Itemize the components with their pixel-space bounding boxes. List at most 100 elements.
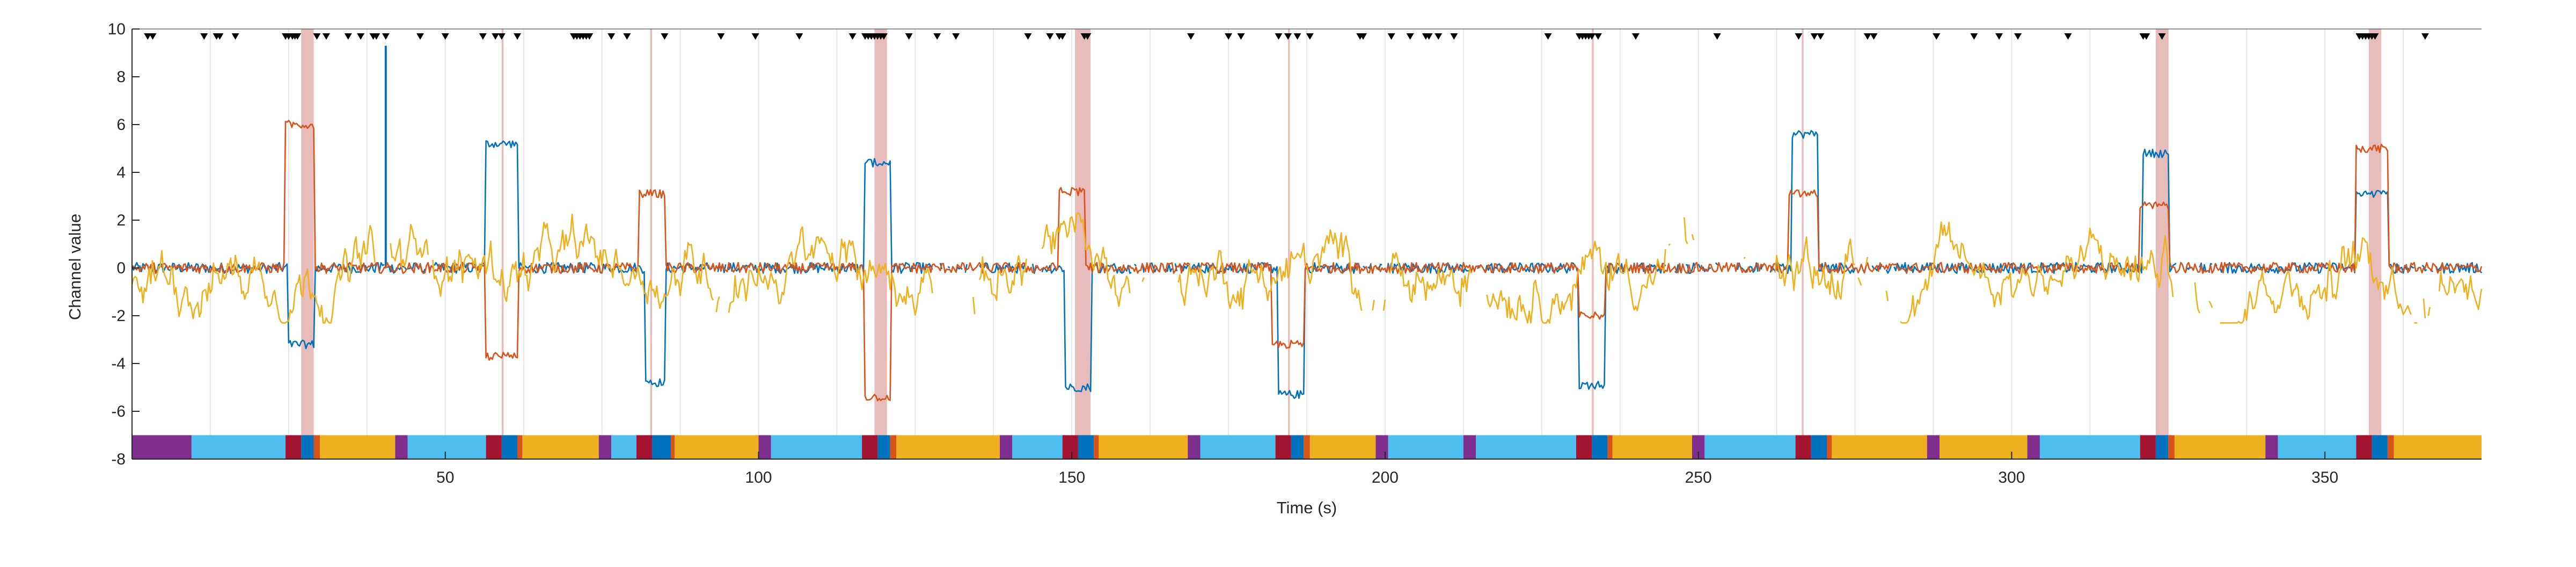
event-marker <box>1024 33 1032 40</box>
x-tick-label: 250 <box>1685 469 1712 486</box>
event-marker <box>1544 33 1552 40</box>
state-segment <box>1388 435 1463 459</box>
state-segment <box>1692 435 1705 459</box>
state-segment <box>877 435 890 459</box>
event-marker <box>1435 33 1443 40</box>
state-segment <box>2168 435 2175 459</box>
state-segment <box>522 435 599 459</box>
x-tick-label: 300 <box>1998 469 2025 486</box>
y-tick-label: 2 <box>116 212 126 229</box>
state-segment <box>1094 435 1099 459</box>
state-segment <box>132 435 192 459</box>
y-tick-label: -6 <box>111 403 126 420</box>
event-marker <box>1084 33 1092 40</box>
state-segment <box>395 435 408 459</box>
event-marker <box>795 33 803 40</box>
state-segment <box>2394 435 2482 459</box>
state-segment <box>2372 435 2388 459</box>
event-marker <box>1817 33 1825 40</box>
event-marker <box>2064 33 2072 40</box>
state-segment <box>771 435 862 459</box>
event-marker <box>1588 33 1596 40</box>
event-marker <box>1425 33 1433 40</box>
y-tick-label: 0 <box>116 259 126 277</box>
state-segment <box>1795 435 1811 459</box>
y-tick-label: 8 <box>116 68 126 86</box>
state-segment <box>671 435 675 459</box>
event-marker <box>479 33 487 40</box>
state-segment <box>1188 435 1201 459</box>
event-marker <box>623 33 631 40</box>
event-marker <box>933 33 941 40</box>
event-marker <box>608 33 616 40</box>
event-marker <box>2142 33 2150 40</box>
event-marker <box>357 33 365 40</box>
state-segment <box>1275 435 1291 459</box>
x-tick-label: 100 <box>745 469 772 486</box>
event-marker <box>492 33 500 40</box>
event-marker <box>1406 33 1414 40</box>
state-segment <box>1304 435 1310 459</box>
state-segment <box>1592 435 1608 459</box>
x-grid <box>209 29 2404 459</box>
event-marker <box>344 33 352 40</box>
series-line-yellow <box>131 212 2483 324</box>
event-marker <box>880 33 888 40</box>
event-marker <box>905 33 913 40</box>
y-tick-label: 6 <box>116 116 126 134</box>
highlight-region <box>501 29 504 459</box>
state-segment <box>652 435 671 459</box>
event-markers <box>144 33 2429 40</box>
highlight-region <box>2155 29 2169 459</box>
state-segment <box>1826 435 1832 459</box>
state-segment <box>1832 435 1927 459</box>
state-segment <box>407 435 486 459</box>
x-tick-label: 200 <box>1372 469 1399 486</box>
event-marker <box>1293 33 1301 40</box>
state-segment <box>2265 435 2278 459</box>
event-marker <box>1225 33 1233 40</box>
event-marker <box>1933 33 1941 40</box>
event-marker <box>1306 33 1314 40</box>
highlight-region <box>1075 29 1091 459</box>
event-marker <box>952 33 960 40</box>
event-marker <box>1810 33 1818 40</box>
event-marker <box>1187 33 1195 40</box>
state-segment <box>675 435 759 459</box>
highlight-regions <box>301 29 2382 459</box>
state-segment <box>896 435 1000 459</box>
state-segment <box>890 435 897 459</box>
state-segment <box>636 435 652 459</box>
event-marker <box>1387 33 1395 40</box>
state-segment <box>313 435 320 459</box>
event-marker <box>751 33 759 40</box>
state-segment <box>1375 435 1388 459</box>
highlight-region <box>1592 29 1594 459</box>
state-segment <box>1576 435 1592 459</box>
highlight-region <box>1287 29 1290 459</box>
state-segment <box>1309 435 1376 459</box>
event-marker <box>717 33 725 40</box>
x-tick-label: 50 <box>436 469 454 486</box>
event-marker <box>1713 33 1721 40</box>
state-segment <box>1607 435 1613 459</box>
state-segment <box>999 435 1013 459</box>
event-marker <box>1359 33 1367 40</box>
event-marker <box>200 33 208 40</box>
event-marker <box>372 33 380 40</box>
event-marker <box>1450 33 1458 40</box>
state-segment <box>2278 435 2357 459</box>
y-tick-label: -4 <box>111 355 126 373</box>
event-marker <box>382 33 390 40</box>
state-segment <box>1078 435 1094 459</box>
state-segment <box>2155 435 2169 459</box>
y-axis-label: Channel value <box>65 214 84 320</box>
event-marker <box>313 33 321 40</box>
x-tick-label: 150 <box>1058 469 1085 486</box>
event-marker <box>1275 33 1283 40</box>
event-marker <box>848 33 857 40</box>
event-marker <box>1631 33 1640 40</box>
event-marker <box>1237 33 1245 40</box>
highlight-region <box>650 29 652 459</box>
